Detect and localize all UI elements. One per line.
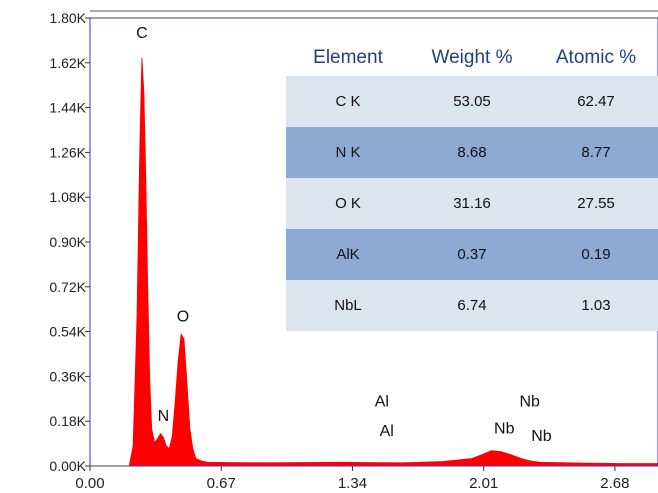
table-row: AlK 0.37 0.19 <box>286 229 658 280</box>
cell-weight: 31.16 <box>410 178 534 229</box>
x-tick-label: 2.01 <box>469 475 498 492</box>
y-tick-label: 0.54K <box>49 324 86 340</box>
peak-label: Nb <box>531 428 552 445</box>
cell-atomic: 0.19 <box>534 229 658 280</box>
y-tick-label: 0.18K <box>49 413 86 429</box>
cell-element: N K <box>286 127 410 178</box>
x-tick-label: 1.34 <box>338 475 367 492</box>
cell-atomic: 27.55 <box>534 178 658 229</box>
cell-element: O K <box>286 178 410 229</box>
header-atomic: Atomic % <box>555 47 637 68</box>
table-row: C K 53.05 62.47 <box>286 76 658 127</box>
header-weight: Weight % <box>431 47 513 68</box>
y-tick-label: 0.72K <box>49 279 86 295</box>
cell-weight: 0.37 <box>410 229 534 280</box>
table-header-row: Element Weight % Atomic % <box>286 40 658 76</box>
peak-label: Nb <box>519 393 540 410</box>
x-tick-label: 0.00 <box>75 475 104 492</box>
table-row: NbL 6.74 1.03 <box>286 280 658 331</box>
y-tick-label: 0.00K <box>49 458 86 474</box>
y-tick-label: 1.26K <box>49 144 86 160</box>
peak-label: Al <box>380 423 394 440</box>
x-tick-label: 0.67 <box>207 475 236 492</box>
spectrum-area-layer <box>90 57 658 467</box>
y-tick-label: 0.36K <box>49 368 86 384</box>
peak-label: C <box>136 25 148 42</box>
y-tick-label: 1.62K <box>49 55 86 71</box>
cell-atomic: 8.77 <box>534 127 658 178</box>
cell-element: C K <box>286 76 410 127</box>
x-axis: 0.00 0.67 1.34 2.01 2.68 <box>75 466 630 492</box>
cell-element: AlK <box>286 229 410 280</box>
cell-element: NbL <box>286 280 410 331</box>
y-tick-label: 1.44K <box>49 100 86 116</box>
y-axis: 0.00K 0.18K 0.36K 0.54K 0.72K 0.90K 1.08K 1.26K… <box>49 10 90 474</box>
x-tick-label: 2.68 <box>600 475 629 492</box>
y-tick-label: 1.08K <box>49 189 86 205</box>
peak-label: O <box>177 309 189 326</box>
table-row: O K 31.16 27.55 <box>286 178 658 229</box>
cell-weight: 53.05 <box>410 76 534 127</box>
header-element: Element <box>313 47 383 68</box>
cell-weight: 6.74 <box>410 280 534 331</box>
spectrum-series-0 <box>90 57 658 467</box>
table-row: N K 8.68 8.77 <box>286 127 658 178</box>
cell-weight: 8.68 <box>410 127 534 178</box>
peak-label: Al <box>375 393 389 410</box>
peak-label: N <box>158 408 170 425</box>
composition-table-wrap: Element Weight % Atomic % C K 53.05 62.4… <box>286 40 658 331</box>
cell-atomic: 62.47 <box>534 76 658 127</box>
cell-atomic: 1.03 <box>534 280 658 331</box>
peak-label: Nb <box>494 421 515 438</box>
composition-table: Element Weight % Atomic % C K 53.05 62.4… <box>286 40 658 331</box>
y-tick-label: 0.90K <box>49 234 86 250</box>
y-tick-label: 1.80K <box>49 10 86 26</box>
